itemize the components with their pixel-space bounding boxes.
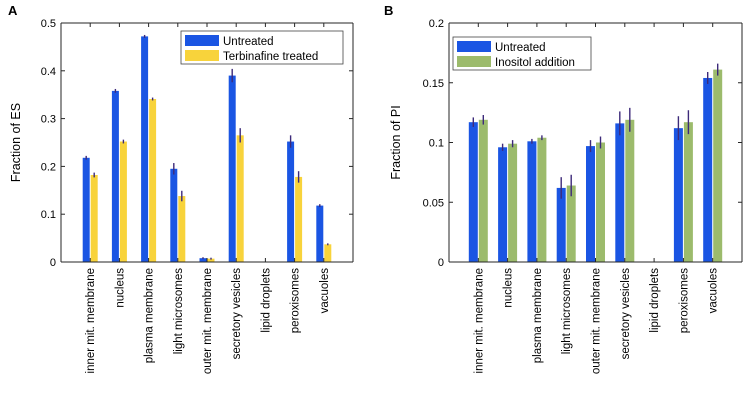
x-category-label: vacuoles [319,268,331,314]
bar [178,196,186,262]
legend-label: Untreated [223,36,274,48]
legend-label: Inositol addition [495,57,575,69]
y-tick-label: 0.2 [429,18,444,30]
x-category-label: inner mit. membrane [85,268,97,373]
legend-swatch [185,35,219,46]
x-category-label: outer mit. membrane [202,268,214,374]
bar [703,77,713,262]
bar [468,122,478,262]
y-tick-label: 0.15 [423,78,444,90]
panel-letter: A [8,3,18,18]
y-tick-label: 0.05 [423,197,444,209]
bar [673,128,683,262]
bar [111,90,119,262]
bar [556,187,566,262]
y-axis-title: Fraction of ES [9,103,23,182]
legend-label: Untreated [495,42,546,54]
y-tick-label: 0.3 [41,114,56,126]
y-tick-label: 0.5 [41,18,56,30]
x-category-label: secretory vesicles [231,268,243,360]
bar [324,244,332,262]
y-tick-label: 0.1 [41,209,56,221]
legend-swatch [457,41,491,52]
bar [615,123,625,262]
y-axis-title: Fraction of PI [389,105,403,179]
bar [596,142,605,262]
panel-b-chart: B 0 0.05 0.1 0.15 0.2 inner mit. membrane nucle… [384,3,743,374]
bar [199,258,207,262]
x-category-label: outer mit. membrane [591,268,603,374]
x-category-label: light microsomes [561,268,573,355]
bar [586,146,595,262]
bar [287,141,295,262]
bar [527,141,537,262]
bar [537,137,547,262]
panel-a-chart: A 0 0.1 0.2 0.3 0.4 0.5 inner mit. membrane nucl… [8,3,354,374]
legend-swatch [185,50,219,61]
bar [228,75,236,262]
x-category-label: nucleus [503,268,515,308]
y-tick-label: 0.4 [41,66,56,78]
bar [566,185,576,262]
bar [149,99,157,262]
bar [119,141,127,262]
x-category-label: vacuoles [708,268,720,314]
panel-letter: B [384,3,393,18]
x-category-label: inner mit. membrane [473,268,485,373]
y-tick-label: 0 [438,257,444,269]
bar [90,175,98,262]
bar [295,176,303,262]
x-category-label: peroxisomes [678,268,690,333]
x-category-label: peroxisomes [290,268,302,333]
bar [625,119,635,262]
y-tick-label: 0 [50,257,56,269]
x-category-label: lipid droplets [649,268,661,333]
legend: Untreated Inositol addition [452,36,592,71]
bar [713,69,723,262]
bar [207,258,215,262]
bar [316,205,324,262]
legend-swatch [457,56,491,67]
x-category-label: plasma membrane [532,268,544,363]
y-tick-label: 0.2 [41,161,56,173]
bar [478,119,488,262]
legend: Untreated Terbinafine treated [180,30,344,65]
x-category-label: lipid droplets [260,268,272,333]
bar [236,135,244,262]
bar [683,122,693,262]
y-tick-label: 0.1 [429,138,444,150]
bar [508,143,518,262]
x-category-label: secretory vesicles [620,268,632,360]
bar [498,147,508,262]
x-category-label: nucleus [114,268,126,308]
bar [141,36,149,262]
x-category-label: light microsomes [173,268,185,355]
x-category-label: plasma membrane [144,268,156,363]
bar [170,168,178,262]
bar [82,157,90,262]
legend-label: Terbinafine treated [223,51,318,63]
